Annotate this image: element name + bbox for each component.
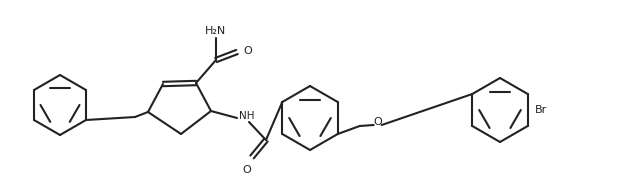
Text: O: O — [243, 165, 251, 175]
Text: H₂N: H₂N — [206, 26, 227, 36]
Text: O: O — [243, 46, 252, 56]
Text: O: O — [373, 117, 382, 127]
Text: NH: NH — [239, 111, 254, 121]
Text: Br: Br — [535, 105, 547, 115]
